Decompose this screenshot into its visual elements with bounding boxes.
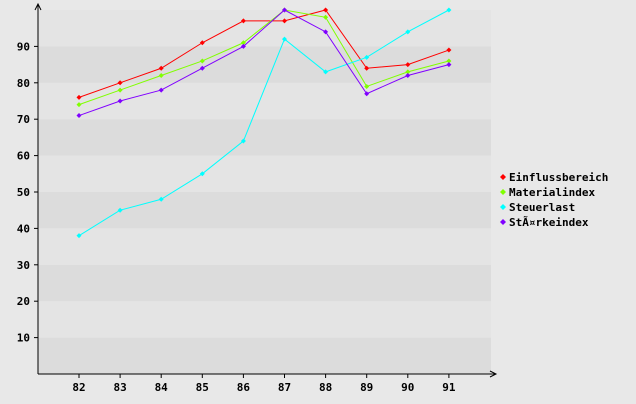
data-point — [323, 14, 329, 20]
x-tick-label: 82 — [72, 381, 85, 394]
grid-band — [38, 155, 491, 192]
data-point — [446, 47, 452, 53]
x-tick-label: 91 — [442, 381, 456, 394]
data-point — [158, 196, 164, 202]
data-point — [282, 36, 287, 42]
legend-marker — [500, 174, 506, 180]
data-point — [323, 29, 329, 35]
series-2 — [76, 7, 452, 108]
legend-label: Materialindex — [509, 186, 595, 199]
data-point — [405, 29, 411, 35]
x-axis-arrow — [489, 370, 498, 378]
data-point — [364, 83, 370, 89]
data-point — [405, 73, 411, 79]
grid-band — [38, 301, 491, 338]
data-point — [323, 69, 329, 75]
y-tick-label: 40 — [17, 222, 30, 235]
series-line — [78, 9, 450, 98]
x-tick-label: 89 — [360, 381, 373, 394]
data-point — [282, 7, 287, 13]
data-point — [240, 138, 246, 144]
data-point — [405, 62, 411, 68]
legend-marker — [500, 219, 506, 225]
data-point — [446, 58, 452, 64]
data-point — [158, 65, 164, 71]
legend-label: Steuerlast — [509, 201, 575, 214]
data-point — [117, 87, 123, 93]
y-tick-label: 20 — [17, 295, 30, 308]
y-tick-label: 10 — [17, 332, 30, 345]
series-4 — [76, 7, 452, 119]
x-tick-label: 84 — [155, 381, 169, 394]
legend-marker — [500, 204, 506, 210]
grid-band — [38, 119, 491, 156]
series-line — [78, 9, 450, 117]
data-point — [282, 18, 287, 24]
y-axis-arrow — [34, 2, 42, 11]
grid-band — [38, 264, 491, 302]
legend-label: StÃ¤rkeindex — [509, 216, 589, 229]
data-point — [76, 113, 82, 119]
grid-band — [38, 337, 491, 374]
data-point — [117, 207, 123, 213]
data-point — [446, 7, 452, 13]
y-tick-label: 60 — [17, 150, 30, 163]
y-tick-label: 70 — [17, 113, 30, 126]
x-tick-label: 87 — [278, 381, 291, 394]
x-tick-label: 86 — [237, 381, 251, 394]
data-point — [446, 62, 452, 68]
data-point — [240, 40, 246, 46]
data-point — [240, 43, 246, 49]
legend-label: Einflussbereich — [509, 171, 608, 184]
data-point — [76, 102, 82, 108]
y-tick-label: 90 — [17, 40, 30, 53]
data-point — [117, 98, 123, 104]
grid-band — [38, 192, 491, 229]
y-tick-label: 30 — [17, 259, 30, 272]
grid-band — [38, 228, 491, 265]
series-line — [78, 9, 450, 237]
x-tick-label: 83 — [113, 381, 126, 394]
y-tick-label: 50 — [17, 186, 30, 199]
data-point — [240, 18, 246, 24]
x-tick-label: 90 — [401, 381, 414, 394]
grid-band — [38, 46, 491, 83]
data-point — [199, 58, 205, 64]
data-point — [364, 54, 370, 60]
series-1 — [76, 7, 452, 100]
series-3 — [76, 7, 452, 239]
data-point — [405, 69, 411, 75]
data-point — [158, 73, 164, 79]
data-point — [117, 80, 123, 86]
x-tick-label: 85 — [196, 381, 209, 394]
axes — [34, 2, 498, 378]
legend-marker — [500, 189, 506, 195]
y-tick-label: 80 — [17, 77, 30, 90]
data-point — [76, 233, 82, 239]
data-point — [199, 171, 205, 177]
data-point — [364, 91, 370, 97]
x-tick-label: 88 — [319, 381, 332, 394]
data-point — [199, 40, 205, 46]
data-point — [76, 94, 82, 100]
plot-background-bands — [38, 10, 491, 374]
legend: Einflussbereich Materialindex Steuerlast St… — [500, 171, 608, 229]
data-point — [323, 7, 329, 13]
tick-labels: 10 20 30 40 50 60 70 80 90 82 83 84 85 86 87 88 89 90 91 — [17, 40, 456, 394]
data-point — [158, 87, 164, 93]
data-point — [199, 65, 205, 71]
data-point — [364, 65, 370, 71]
series-lines — [76, 7, 452, 239]
series-line — [78, 9, 450, 106]
